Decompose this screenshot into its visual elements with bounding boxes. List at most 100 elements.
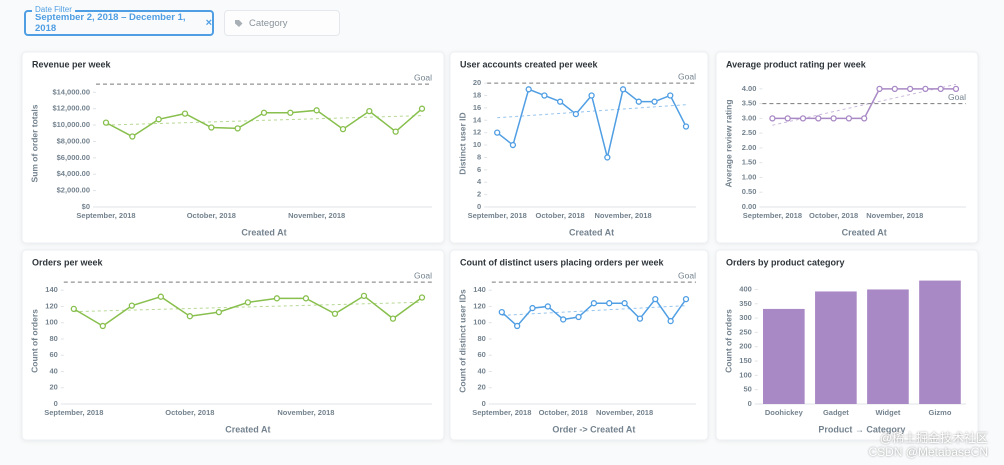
y-axis-label: Count of distinct user IDs: [457, 289, 467, 393]
point: [208, 124, 215, 131]
point: [572, 110, 580, 118]
y-tick-label: 80: [49, 334, 57, 343]
point: [815, 115, 822, 122]
y-tick-label: 12: [473, 128, 481, 137]
trend-line: [105, 115, 423, 126]
date-filter[interactable]: September 2, 2018 – December 1, 2018 ×: [24, 10, 214, 36]
point: [769, 115, 776, 122]
y-tick-label: 2: [477, 190, 481, 199]
point: [891, 85, 898, 93]
point: [922, 85, 929, 93]
watermark: @稀土掘金技术社区 CSDN @MetabaseCN: [868, 431, 988, 459]
category-filter[interactable]: Category: [224, 10, 340, 36]
y-tick-label: 150: [739, 356, 752, 365]
y-tick-label: 120: [473, 301, 486, 310]
point: [509, 141, 517, 149]
point: [541, 92, 548, 99]
point: [556, 98, 564, 105]
y-tick-label: 20: [477, 383, 485, 392]
point: [845, 115, 853, 122]
date-filter-label: Date Filter: [32, 5, 75, 14]
x-tick-label: Doohickey: [765, 408, 804, 417]
y-tick-label: 0: [477, 202, 481, 211]
category-placeholder: Category: [249, 17, 288, 29]
card: [449, 51, 709, 244]
x-axis-label: Created At: [241, 227, 286, 237]
y-tick-label: 20: [473, 78, 481, 87]
y-tick-label: $8,000.00: [57, 136, 90, 145]
point: [331, 310, 339, 317]
y-tick-label: 1.00: [742, 172, 757, 181]
chart-card: User accounts created per week 0 2 4 6 8 10 12 1…: [449, 51, 709, 244]
y-tick-label: 100: [739, 370, 752, 379]
point: [799, 115, 807, 122]
point: [604, 154, 611, 161]
chart-title: Average product rating per week: [726, 59, 867, 69]
y-tick-label: 50: [743, 385, 751, 394]
x-tick-label: September, 2018: [472, 408, 531, 417]
card: [449, 249, 709, 441]
y-tick-label: $12,000.00: [52, 104, 90, 113]
x-tick-label: September, 2018: [44, 408, 103, 417]
point: [418, 105, 426, 112]
point: [529, 304, 536, 312]
point: [494, 129, 501, 136]
card: [21, 249, 445, 441]
x-tick-label: October, 2018: [809, 211, 858, 220]
point: [682, 295, 690, 303]
y-tick-label: 60: [477, 350, 485, 359]
y-tick-label: $6,000.00: [57, 153, 90, 162]
bar: [919, 280, 961, 404]
y-tick-label: 2.00: [742, 143, 757, 152]
y-tick-label: $4,000.00: [57, 169, 90, 178]
point: [784, 115, 791, 122]
point: [937, 85, 944, 93]
clear-filter[interactable]: ×: [205, 17, 212, 29]
y-tick-label: 10: [473, 140, 481, 149]
point: [590, 300, 598, 307]
x-tick-label: November, 2018: [277, 408, 334, 417]
x-tick-label: November, 2018: [596, 408, 653, 417]
y-axis-label: Count of orders: [29, 309, 39, 373]
y-tick-label: 100: [473, 318, 486, 327]
y-tick-label: 18: [473, 90, 481, 99]
point: [302, 295, 310, 302]
x-tick-label: November, 2018: [866, 211, 923, 220]
y-tick-label: 2.50: [742, 128, 757, 137]
y-axis-label: Average review rating: [723, 99, 733, 187]
y-axis-label: Distinct user ID: [457, 112, 467, 174]
point: [313, 107, 320, 114]
y-tick-label: 14: [473, 115, 482, 124]
point: [544, 303, 551, 310]
y-tick-label: 140: [473, 285, 486, 294]
card: [715, 51, 979, 244]
watermark-text: @稀土掘金技术社区: [879, 431, 988, 445]
y-tick-label: 20: [49, 383, 57, 392]
point: [621, 300, 628, 307]
point: [667, 92, 674, 99]
point: [606, 300, 613, 307]
point: [181, 110, 189, 117]
series-line: [772, 88, 956, 120]
y-tick-label: 0: [482, 399, 486, 408]
y-tick-label: $14,000.00: [52, 87, 90, 96]
point: [260, 109, 268, 116]
trend-line: [497, 104, 687, 119]
chart-title: Orders per week: [32, 257, 104, 267]
y-tick-label: 60: [49, 350, 57, 359]
y-tick-label: 3.00: [742, 113, 757, 122]
x-tick-label: September, 2018: [76, 211, 135, 220]
point: [667, 317, 674, 325]
point: [514, 322, 521, 330]
y-tick-label: 300: [739, 313, 752, 322]
x-axis-label: Created At: [569, 227, 614, 237]
chart-card: Orders by product category 0 50 100 150 200 25…: [715, 249, 979, 441]
point: [588, 92, 595, 99]
point: [525, 86, 532, 93]
goal-label: Goal: [678, 270, 696, 280]
y-tick-label: 8: [477, 152, 481, 161]
y-tick-label: 6: [477, 165, 481, 174]
point: [636, 315, 644, 322]
point: [906, 85, 914, 93]
